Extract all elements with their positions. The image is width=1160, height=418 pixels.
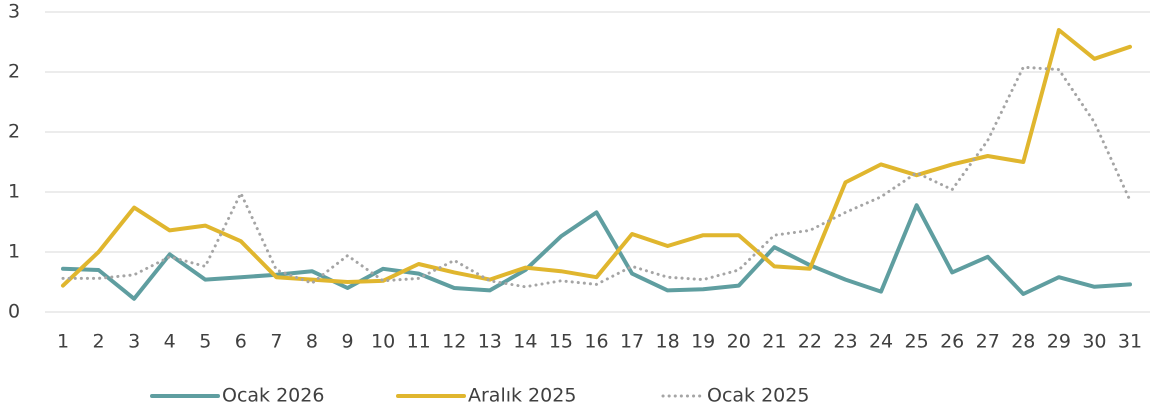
x-tick-label: 13	[478, 331, 502, 353]
x-tick-label: 14	[513, 331, 537, 353]
x-tick-label: 1	[57, 331, 69, 353]
x-tick-label: 30	[1082, 331, 1106, 353]
series-line	[61, 203, 1132, 301]
x-tick-label: 28	[1011, 331, 1035, 353]
y-tick-label: 2	[8, 121, 20, 143]
x-tick-label: 5	[199, 331, 211, 353]
x-tick-label: 29	[1047, 331, 1071, 353]
legend-label: Ocak 2026	[222, 385, 324, 407]
y-tick-label: 1	[8, 181, 20, 203]
x-tick-label: 17	[620, 331, 644, 353]
legend-label: Ocak 2025	[707, 385, 809, 407]
x-tick-label: 3	[128, 331, 140, 353]
x-tick-label: 19	[691, 331, 715, 353]
x-tick-label: 4	[164, 331, 176, 353]
x-tick-label: 15	[549, 331, 573, 353]
x-tick-label: 25	[905, 331, 929, 353]
x-tick-label: 12	[442, 331, 466, 353]
y-tick-label: 3	[8, 1, 20, 23]
x-tick-label: 21	[762, 331, 786, 353]
x-tick-label: 31	[1118, 331, 1142, 353]
y-tick-label: 0	[8, 301, 20, 323]
x-tick-label: 2	[93, 331, 105, 353]
legend-label: Aralık 2025	[468, 385, 576, 407]
x-tick-label: 8	[306, 331, 318, 353]
x-tick-label: 22	[798, 331, 822, 353]
x-tick-label: 26	[940, 331, 964, 353]
x-tick-label: 20	[727, 331, 751, 353]
x-tick-label: 9	[341, 331, 353, 353]
x-tick-label: 10	[371, 331, 395, 353]
x-tick-label: 11	[407, 331, 431, 353]
x-tick-label: 24	[869, 331, 893, 353]
y-tick-label: 1	[8, 241, 20, 263]
x-tick-label: 6	[235, 331, 247, 353]
series-line	[61, 28, 1132, 288]
x-tick-label: 7	[270, 331, 282, 353]
x-tick-label: 16	[584, 331, 608, 353]
x-tick-label: 27	[976, 331, 1000, 353]
series-line	[61, 65, 1132, 289]
y-tick-label: 2	[8, 61, 20, 83]
x-tick-label: 18	[656, 331, 680, 353]
x-tick-label: 23	[833, 331, 857, 353]
